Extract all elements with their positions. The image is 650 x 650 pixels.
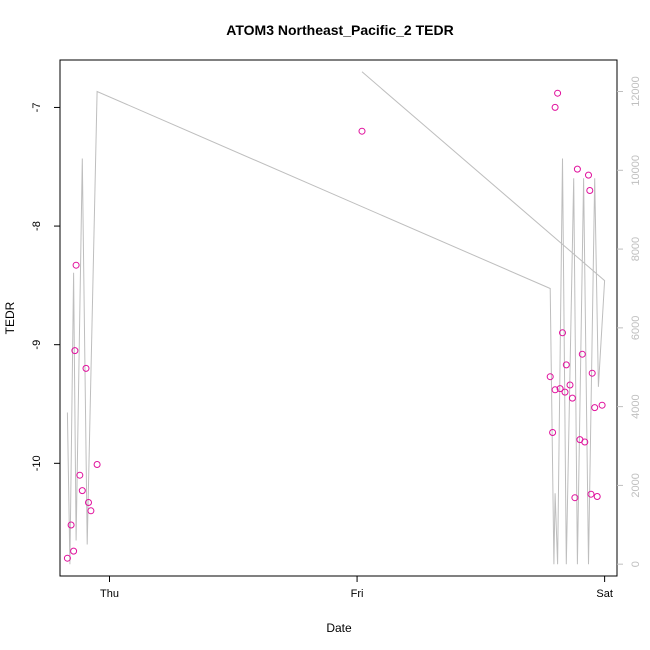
y-axis-right: 0 2000 4000 6000 8000 10000 12000 — [617, 76, 642, 567]
y-right-tick-label-0: 0 — [630, 561, 642, 567]
data-point-4 — [72, 261, 80, 269]
data-point-28 — [585, 171, 592, 179]
data-point-8 — [85, 499, 92, 506]
x-tick-label-sat: Sat — [596, 588, 613, 600]
plot-border — [59, 59, 618, 577]
data-point-26 — [578, 350, 586, 358]
data-point-29 — [586, 187, 594, 194]
data-point-16 — [554, 89, 562, 97]
data-point-9 — [87, 507, 95, 515]
data-point-6 — [78, 487, 86, 495]
y-tick-label--9: -9 — [31, 340, 43, 350]
data-point-30 — [587, 490, 595, 498]
data-point-18 — [559, 329, 566, 337]
data-point-1 — [67, 521, 75, 529]
data-point-21 — [566, 381, 574, 389]
data-point-33 — [593, 493, 601, 500]
data-point-5 — [76, 471, 84, 479]
data-point-3 — [71, 347, 79, 355]
right-axis-line-series — [66, 71, 606, 565]
data-point-2 — [70, 547, 78, 555]
data-point-10 — [93, 461, 101, 468]
x-tick-label-thu: Thu — [100, 588, 119, 600]
y-tick-label--10: -10 — [31, 455, 43, 471]
data-point-24 — [573, 165, 581, 173]
chart-title: ATOM3 Northeast_Pacific_2 TEDR — [226, 22, 453, 38]
x-axis-label: Date — [326, 621, 352, 635]
data-point-12 — [546, 373, 554, 381]
data-point-17 — [556, 385, 564, 393]
data-point-7 — [82, 364, 90, 372]
series-line — [66, 71, 606, 565]
data-point-19 — [561, 388, 569, 396]
x-axis: Thu Fri Sat — [100, 576, 613, 600]
data-point-23 — [571, 494, 579, 502]
data-point-15 — [551, 103, 559, 111]
data-point-22 — [568, 394, 576, 402]
data-point-13 — [549, 429, 557, 436]
data-point-0 — [63, 554, 71, 562]
data-point-14 — [551, 386, 559, 394]
y-right-tick-label-2000: 2000 — [630, 473, 642, 497]
data-point-31 — [588, 369, 596, 377]
y-axis-label: TEDR — [3, 301, 17, 334]
y-axis: -7 -8 -9 -10 — [31, 103, 60, 471]
y-right-tick-label-8000: 8000 — [630, 237, 642, 261]
x-tick-label-fri: Fri — [351, 588, 364, 600]
data-point-20 — [562, 361, 570, 369]
y-right-tick-label-4000: 4000 — [630, 394, 642, 418]
data-point-32 — [591, 404, 599, 412]
y-tick-label--7: -7 — [31, 103, 43, 113]
y-right-tick-label-12000: 12000 — [630, 76, 642, 107]
data-point-27 — [581, 438, 589, 446]
y-tick-label--8: -8 — [31, 221, 43, 231]
y-right-tick-label-10000: 10000 — [630, 155, 642, 186]
data-point-34 — [598, 401, 606, 409]
tedr-point-series — [63, 89, 606, 562]
y-right-tick-label-6000: 6000 — [630, 316, 642, 340]
data-point-11 — [358, 127, 366, 135]
